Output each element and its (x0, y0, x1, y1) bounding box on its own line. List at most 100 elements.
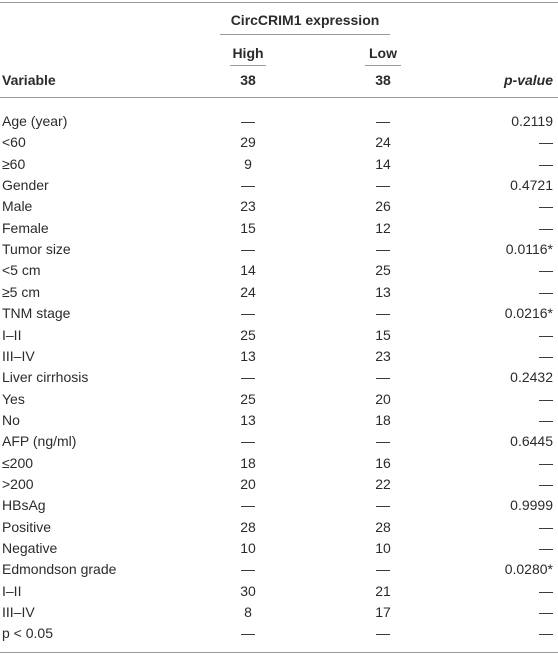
p-value-cell: — (539, 262, 553, 279)
high-cell: — (241, 497, 255, 514)
low-cell: 21 (375, 582, 391, 599)
low-cell: 23 (375, 347, 391, 364)
p-value-cell: 0.0116* (505, 241, 553, 258)
high-cell: 25 (240, 390, 256, 407)
low-cell: — (376, 561, 390, 578)
variable-cell: Gender (2, 177, 49, 194)
variable-cell: ≤200 (2, 454, 34, 471)
variable-cell: Negative (2, 540, 58, 556)
high-cell: 14 (240, 262, 256, 279)
low-cell: 18 (375, 411, 391, 428)
variable-cell: I–II (2, 326, 22, 343)
variable-cell: Positive (2, 518, 52, 535)
variable-cell: Yes (2, 390, 25, 407)
high-cell: 23 (240, 198, 256, 215)
p-value-cell: — (539, 582, 553, 599)
high-cell: — (241, 625, 255, 642)
high-cell: — (241, 241, 255, 258)
count: 38 (240, 72, 256, 88)
high-cell: 18 (240, 454, 256, 471)
p-value-cell: — (539, 347, 553, 364)
variable-cell: <5 cm (2, 262, 41, 279)
variable-cell: Age (year) (2, 113, 68, 129)
variable-cell: AFP (ng/ml) (2, 433, 77, 450)
low-cell: — (376, 433, 390, 450)
p-value-cell: 0.4721 (510, 177, 553, 194)
variable-cell: TNM stage (2, 305, 71, 322)
variable-cell: III–IV (2, 347, 35, 364)
p-value-cell: — (539, 518, 553, 535)
p-value-cell: 0.9999 (510, 497, 553, 514)
p-value-cell: 0.0280* (504, 561, 553, 578)
p-value-cell: 0.0216* (504, 305, 553, 322)
header-rule (0, 97, 558, 98)
high-cell: — (241, 369, 255, 386)
p-value-cell: — (539, 475, 553, 492)
low-cell: — (376, 241, 390, 258)
variable-cell: Tumor size (2, 241, 71, 258)
p-value-cell: — (539, 326, 553, 343)
low-cell: 24 (375, 134, 391, 151)
p-value-cell: — (539, 625, 553, 642)
high-cell: 29 (240, 134, 256, 151)
high-cell: 20 (240, 475, 256, 492)
high-cell: — (241, 113, 255, 129)
low-cell: 20 (375, 390, 391, 407)
low-rule (365, 65, 401, 66)
low-cell: 25 (375, 262, 391, 279)
high-cell: 24 (240, 283, 256, 300)
high-cell: 13 (240, 411, 256, 428)
high-cell: 25 (240, 326, 256, 343)
low-cell: 10 (375, 540, 391, 556)
high-cell: 13 (240, 347, 256, 364)
top-rule (0, 2, 558, 3)
p-value-cell: — (539, 540, 553, 556)
high-cell: 28 (240, 518, 256, 535)
p-value-cell: — (539, 219, 553, 236)
variable-cell: Male (2, 198, 33, 215)
p-value-cell: 0.6445 (510, 433, 553, 450)
high-cell: 15 (240, 219, 256, 236)
variable-cell: HBsAg (2, 497, 46, 514)
low-cell: 28 (375, 518, 391, 535)
high-cell: 10 (240, 540, 256, 556)
high-cell: — (241, 305, 255, 322)
bottom-rule (0, 652, 558, 653)
low-cell: 17 (375, 604, 391, 621)
low-cell: — (376, 305, 390, 322)
low-cell: — (376, 177, 390, 194)
p-value-cell: — (539, 604, 553, 621)
group-header: CircCRIM1 expression (230, 12, 380, 28)
variable-cell: p < 0.05 (2, 625, 53, 642)
high-cell: 9 (244, 155, 252, 172)
low-cell: 16 (375, 454, 391, 471)
high-cell: — (241, 177, 255, 194)
variable-cell: ≥5 cm (2, 283, 41, 300)
p-value-cell: — (539, 134, 553, 151)
p-value-cell: — (539, 454, 553, 471)
column-header: Variable (2, 72, 56, 88)
variable-cell: III–IV (2, 604, 35, 621)
p-value-cell: — (539, 198, 553, 215)
p-value-cell: — (539, 390, 553, 407)
high-cell: — (241, 561, 255, 578)
p-value-cell: — (539, 283, 553, 300)
high-cell: — (241, 433, 255, 450)
low-cell: 15 (375, 326, 391, 343)
high-cell: 8 (244, 604, 252, 621)
variable-cell: No (2, 411, 20, 428)
low-cell: — (376, 625, 390, 642)
low-cell: 13 (375, 283, 391, 300)
variable-cell: Liver cirrhosis (2, 369, 89, 386)
variable-cell: <60 (2, 134, 26, 151)
variable-cell: Female (2, 219, 49, 236)
low-cell: 22 (375, 475, 391, 492)
group-rule (220, 34, 390, 35)
p-value-cell: 0.2432 (510, 369, 553, 386)
p-value-cell: — (539, 411, 553, 428)
low-cell: 12 (375, 219, 391, 236)
column-header: High (232, 45, 264, 61)
high-cell: 30 (240, 582, 256, 599)
low-cell: — (376, 497, 390, 514)
high-rule (230, 65, 266, 66)
